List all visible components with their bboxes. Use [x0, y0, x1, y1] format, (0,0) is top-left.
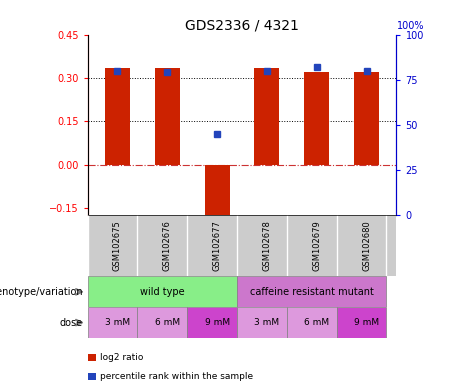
Text: 6 mM: 6 mM — [155, 318, 180, 327]
Bar — [287, 307, 337, 338]
Bar — [88, 307, 137, 338]
Text: GSM102675: GSM102675 — [113, 220, 122, 271]
Text: 9 mM: 9 mM — [205, 318, 230, 327]
Text: GSM102676: GSM102676 — [163, 220, 172, 271]
Text: log2 ratio: log2 ratio — [100, 353, 144, 362]
Text: wild type: wild type — [140, 287, 184, 297]
Bar — [254, 68, 279, 164]
Text: 3 mM: 3 mM — [105, 318, 130, 327]
Bar — [187, 307, 237, 338]
Bar — [137, 307, 187, 338]
Bar — [237, 307, 287, 338]
Bar — [155, 68, 180, 164]
Text: GSM102678: GSM102678 — [262, 220, 272, 271]
Text: dose: dose — [60, 318, 83, 328]
Bar — [205, 164, 230, 215]
Text: GSM102679: GSM102679 — [312, 220, 321, 271]
Text: percentile rank within the sample: percentile rank within the sample — [100, 372, 254, 381]
Text: 9 mM: 9 mM — [354, 318, 379, 327]
Text: caffeine resistant mutant: caffeine resistant mutant — [250, 287, 374, 297]
Text: GSM102680: GSM102680 — [362, 220, 371, 271]
Bar — [354, 72, 379, 164]
Bar — [105, 68, 130, 164]
Text: 100%: 100% — [396, 21, 424, 31]
Bar — [337, 307, 386, 338]
Text: 6 mM: 6 mM — [304, 318, 329, 327]
Text: GSM102677: GSM102677 — [213, 220, 222, 271]
Title: GDS2336 / 4321: GDS2336 / 4321 — [185, 18, 299, 32]
Bar — [237, 276, 386, 307]
Text: genotype/variation: genotype/variation — [0, 287, 83, 297]
Bar — [304, 72, 329, 164]
Text: 3 mM: 3 mM — [254, 318, 279, 327]
Bar — [88, 276, 237, 307]
